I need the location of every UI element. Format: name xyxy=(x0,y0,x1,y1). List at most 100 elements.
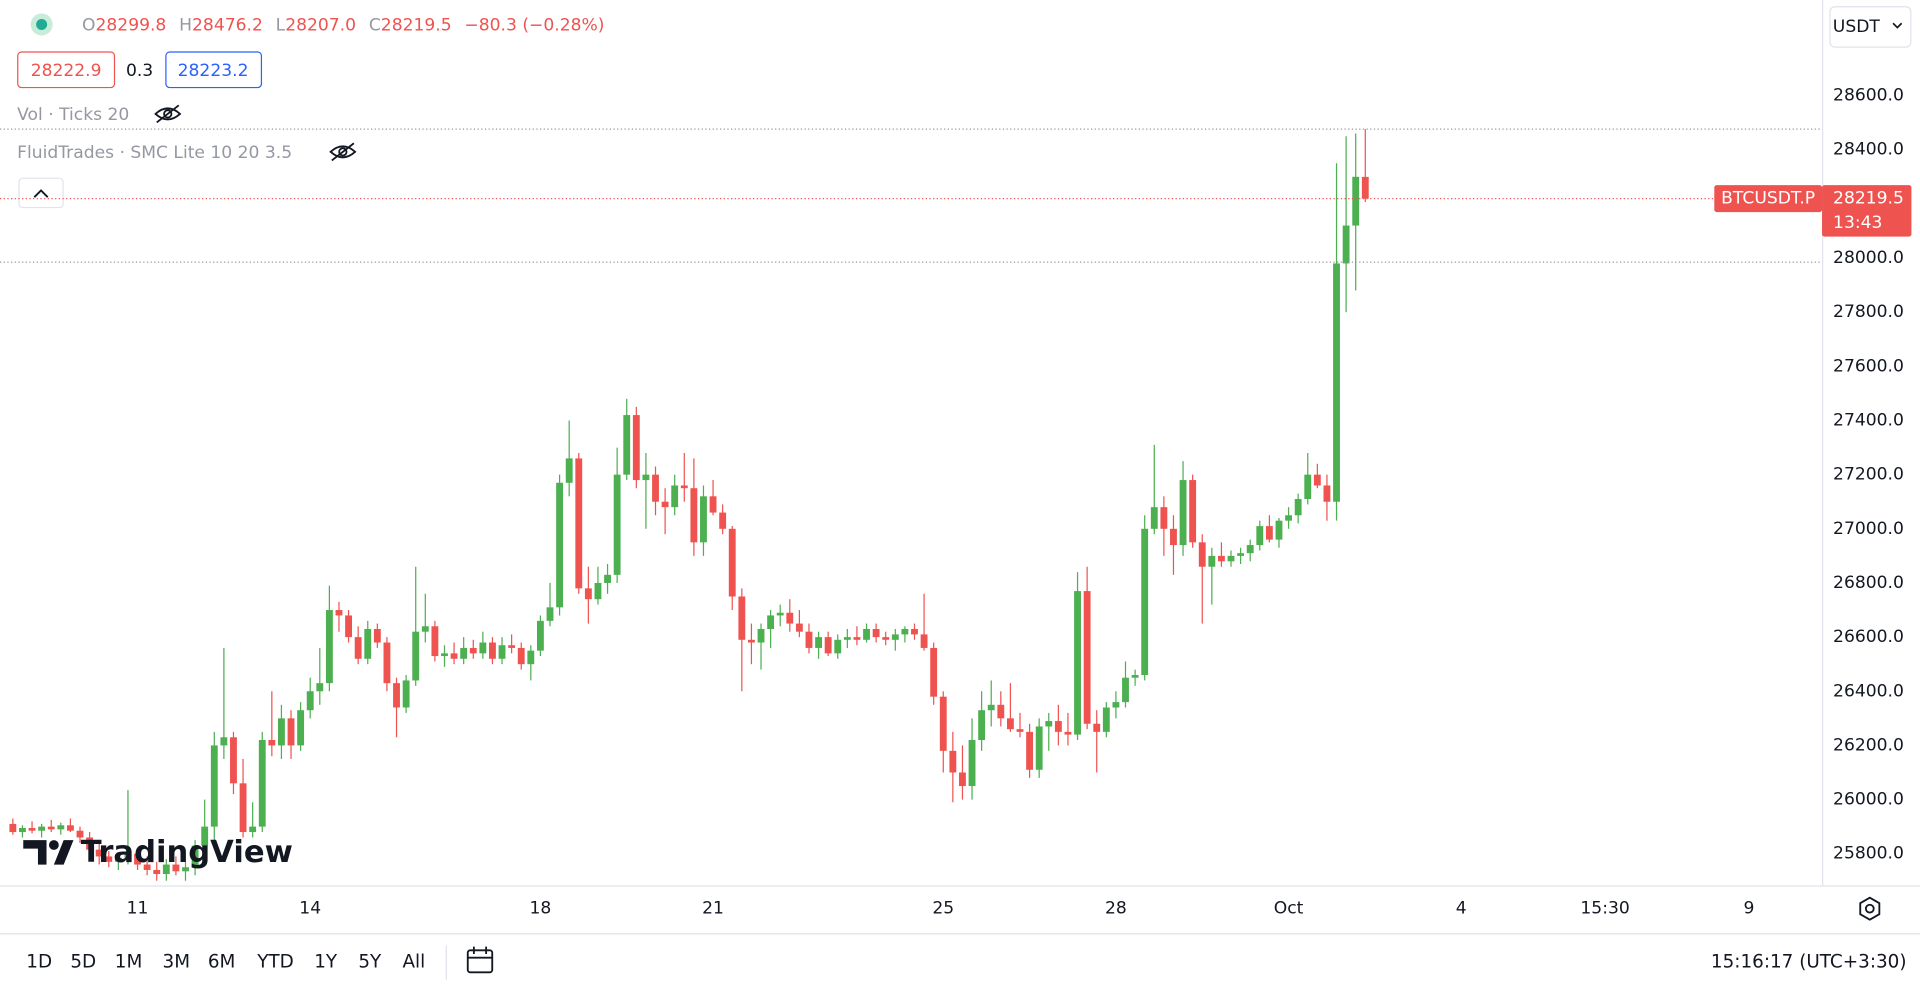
symbol-tag-text: BTCUSDT.P xyxy=(1721,189,1815,209)
candle-body xyxy=(354,637,362,659)
candle-body xyxy=(939,696,947,751)
candle-body xyxy=(1246,545,1254,554)
candle-body xyxy=(527,650,535,665)
candle-body xyxy=(728,528,736,597)
hidden-eye-icon[interactable] xyxy=(154,104,182,124)
candle-body xyxy=(325,610,333,684)
candle-body xyxy=(162,864,170,875)
hidden-eye-icon[interactable] xyxy=(329,142,357,162)
candle-body xyxy=(594,582,602,600)
candle-body xyxy=(28,827,36,831)
candle-body xyxy=(536,620,544,651)
range-button[interactable]: 1Y xyxy=(314,952,338,973)
candle-body xyxy=(19,827,26,833)
candle-body xyxy=(450,653,458,659)
candle-body xyxy=(1189,480,1197,543)
candle-body xyxy=(652,474,659,502)
candle-body xyxy=(9,823,17,833)
candle-body xyxy=(489,642,496,659)
candle-body xyxy=(66,825,74,831)
candle-body xyxy=(901,628,909,635)
range-button[interactable]: 3M xyxy=(163,952,191,973)
candle-body xyxy=(47,826,55,830)
x-tick-label: 25 xyxy=(932,899,954,919)
candle-body xyxy=(671,485,679,508)
candle-body xyxy=(1198,542,1206,567)
candle-body xyxy=(863,628,870,640)
y-tick-label: 26600.0 xyxy=(1833,627,1904,647)
chevron-up xyxy=(33,189,49,198)
candle-body xyxy=(1093,723,1101,732)
candle-body xyxy=(191,845,199,868)
candle-body xyxy=(690,488,698,543)
candle-body xyxy=(1237,553,1245,556)
candle-body xyxy=(1006,718,1014,730)
candle-body xyxy=(891,634,899,640)
indicator-label: FluidTrades · SMC Lite 10 20 3.5 xyxy=(17,143,292,163)
price-tag xyxy=(1822,185,1912,237)
candle-body xyxy=(700,496,707,543)
range-button[interactable]: 1M xyxy=(115,952,143,973)
candle-body xyxy=(872,628,880,638)
range-button[interactable]: 5Y xyxy=(358,952,382,973)
candle-body xyxy=(306,691,314,711)
candle-body xyxy=(642,474,650,481)
candle-body xyxy=(1064,731,1072,735)
candle-body xyxy=(1227,555,1235,562)
x-tick-label: 21 xyxy=(702,899,724,919)
open-label: O xyxy=(82,16,95,36)
range-button[interactable]: All xyxy=(402,952,425,973)
candle-body xyxy=(661,501,669,508)
candle-body xyxy=(1141,528,1149,676)
range-button[interactable]: YTD xyxy=(256,952,294,973)
x-tick-label: 9 xyxy=(1744,899,1755,919)
bid-box[interactable] xyxy=(17,51,116,89)
candle-body xyxy=(853,637,861,640)
candle-body xyxy=(997,704,1005,719)
high-label: H xyxy=(179,16,192,36)
candle-body xyxy=(220,737,228,746)
watermark-logo-dot xyxy=(48,840,59,850)
candle-body xyxy=(249,826,257,833)
candle-body xyxy=(623,415,631,475)
candle-body xyxy=(383,642,391,684)
collapse-button[interactable] xyxy=(18,177,64,209)
candle-body xyxy=(287,718,295,746)
candle-body xyxy=(258,739,266,827)
candle-body xyxy=(1361,176,1369,199)
candle-body xyxy=(517,647,525,665)
candle-body xyxy=(1208,555,1216,567)
candle-body xyxy=(680,485,688,489)
candle-body xyxy=(882,637,890,640)
ask-box[interactable] xyxy=(165,51,263,89)
candle-body xyxy=(1102,707,1110,732)
candle-body xyxy=(498,645,506,659)
candle-body xyxy=(1256,526,1264,546)
candle-body xyxy=(795,623,803,632)
candle-body xyxy=(316,683,324,692)
candle-body xyxy=(460,647,468,659)
candle-body xyxy=(345,615,352,638)
range-button[interactable]: 1D xyxy=(26,952,52,973)
status-dot xyxy=(36,18,48,31)
candle-body xyxy=(776,612,784,616)
candle-body xyxy=(124,853,132,858)
range-button[interactable]: 6M xyxy=(208,952,236,973)
candle-body xyxy=(767,615,775,629)
range-button[interactable]: 5D xyxy=(70,952,96,973)
settings-icon[interactable] xyxy=(1859,896,1881,921)
candle-body xyxy=(1170,528,1177,546)
currency-button[interactable] xyxy=(1829,6,1912,48)
candle-body xyxy=(546,607,554,621)
candle-body xyxy=(134,853,141,865)
y-tick-label: 25800.0 xyxy=(1833,844,1904,864)
candle-body xyxy=(834,639,842,654)
candle-body xyxy=(1112,702,1120,708)
candle-body xyxy=(1352,176,1360,226)
date-range-icon[interactable] xyxy=(466,946,494,974)
candle-body xyxy=(239,783,247,833)
clock[interactable]: 15:16:17 (UTC+3:30) xyxy=(1711,952,1907,973)
y-tick-label: 26800.0 xyxy=(1833,573,1904,593)
